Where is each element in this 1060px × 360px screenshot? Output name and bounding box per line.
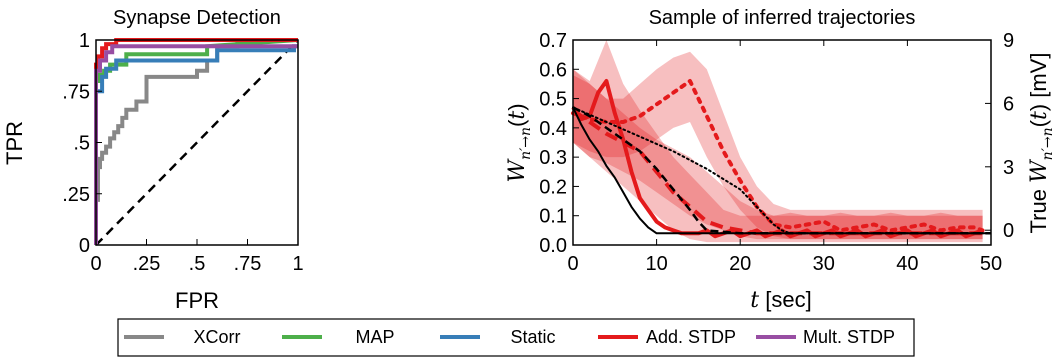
roc-diagonal-line — [95, 39, 299, 246]
right-y-subscript: n′→n — [1040, 127, 1056, 160]
trajectory-right-y-axis-label: True Wn′→n(t) [mV] — [1026, 53, 1056, 234]
y-axis-symbol: W — [505, 158, 530, 183]
roc-y-ticks: 0 .25 .5 .75 1 — [62, 30, 102, 257]
right-y-arg: ( — [1026, 119, 1051, 127]
trajectory-band-2 — [573, 69, 983, 240]
legend: XCorr MAP Static Add. STDP Mult. STDP — [117, 318, 915, 357]
legend-label-xcorr: XCorr — [193, 327, 240, 347]
trajectory-line-true-dashed — [572, 106, 991, 235]
trajectory-x-ticks: 0 10 20 30 40 50 — [567, 40, 1002, 275]
trajectory-y-tick-label: 0.6 — [539, 59, 567, 81]
trajectory-plot-frame — [572, 39, 992, 246]
y-axis-arg-close: ) — [504, 103, 529, 110]
trajectory-right-y-ticks: 0 3 6 9 — [985, 30, 1014, 242]
roc-x-tick-label: 1 — [292, 253, 303, 275]
trajectory-line-inferred-dotted — [571, 79, 985, 233]
trajectory-x-tick-label: 30 — [813, 253, 835, 275]
roc-reference-line — [95, 39, 299, 246]
trajectory-y-ticks: 0.0 0.1 0.2 0.3 0.4 0.5 0.6 0.7 — [539, 30, 579, 257]
legend-label-static: Static — [510, 327, 555, 347]
y-axis-arg-t: t — [505, 111, 530, 120]
roc-title: Synapse Detection — [113, 7, 281, 29]
roc-x-tick-label: 0 — [90, 253, 101, 275]
legend-label-map: MAP — [355, 327, 394, 347]
legend-label-mult-stdp: Mult. STDP — [803, 327, 895, 347]
roc-x-tick-label: .75 — [234, 253, 262, 275]
roc-y-axis-label: TPR — [2, 121, 27, 165]
trajectory-band-3 — [573, 51, 983, 240]
roc-y-tick-label: 0 — [79, 235, 90, 257]
trajectory-x-tick-label: 20 — [729, 253, 751, 275]
roc-x-tick-label: .25 — [133, 253, 161, 275]
trajectory-x-tick-label: 0 — [567, 253, 578, 275]
roc-x-tick-label: .5 — [189, 253, 206, 275]
right-y-arg-t: t — [1027, 111, 1052, 120]
trajectory-y-tick-label: 0.0 — [539, 235, 567, 257]
legend-entries: XCorr MAP Static Add. STDP Mult. STDP — [124, 327, 895, 347]
roc-y-tick-label: .75 — [62, 81, 90, 103]
y-axis-arg: ( — [504, 119, 529, 127]
roc-y-tick-label: 1 — [79, 30, 90, 52]
trajectory-y-tick-label: 0.1 — [539, 206, 567, 228]
roc-y-tick-label: .5 — [73, 133, 90, 155]
x-axis-var: t — [750, 288, 759, 313]
roc-line-mult-stdp — [94, 44, 298, 245]
trajectory-x-tick-label: 10 — [645, 253, 667, 275]
roc-line-static — [94, 44, 298, 245]
roc-chart: Synapse Detection 0.25.5.75 1 0.25.5.751 … — [2, 7, 304, 313]
y-axis-subscript: n′→n — [518, 127, 534, 160]
trajectory-y-tick-label: 0.7 — [539, 30, 567, 52]
trajectory-right-y-tick-label: 3 — [1003, 157, 1014, 179]
right-y-true: True — [1026, 183, 1051, 234]
trajectory-y-tick-label: 0.3 — [539, 147, 567, 169]
trajectory-y-tick-label: 0.2 — [539, 176, 567, 198]
trajectory-right-y-tick-label: 6 — [1003, 93, 1014, 115]
right-y-symbol: W — [1027, 158, 1052, 183]
trajectory-line-true-dotted — [572, 106, 992, 235]
trajectory-y-tick-label: 0.5 — [539, 89, 567, 111]
roc-line-map — [94, 38, 299, 245]
trajectory-chart: Sample of inferred trajectories 0 10 20 30 4… — [504, 7, 1056, 313]
trajectory-right-y-tick-label: 0 — [1003, 220, 1014, 242]
trajectory-x-tick-label: 40 — [896, 253, 918, 275]
legend-label-add-stdp: Add. STDP — [646, 327, 736, 347]
roc-line-xcorr — [94, 38, 298, 245]
trajectory-series-group — [571, 79, 992, 239]
right-y-unit: ) [mV] — [1026, 53, 1051, 112]
trajectory-x-axis-label: t [sec] — [750, 287, 811, 313]
trajectory-x-tick-label: 50 — [980, 253, 1002, 275]
roc-y-tick-label: .25 — [62, 184, 90, 206]
trajectory-y-tick-label: 0.4 — [539, 118, 567, 140]
trajectory-y-axis-label: Wn′→n(t) — [504, 103, 534, 182]
trajectory-title: Sample of inferred trajectories — [649, 7, 916, 29]
roc-x-axis-label: FPR — [175, 288, 219, 313]
x-axis-unit: [sec] — [759, 287, 812, 312]
trajectory-right-y-tick-label: 9 — [1003, 30, 1014, 52]
roc-x-ticks: 0 .25 .5 .75 1 — [90, 239, 304, 275]
